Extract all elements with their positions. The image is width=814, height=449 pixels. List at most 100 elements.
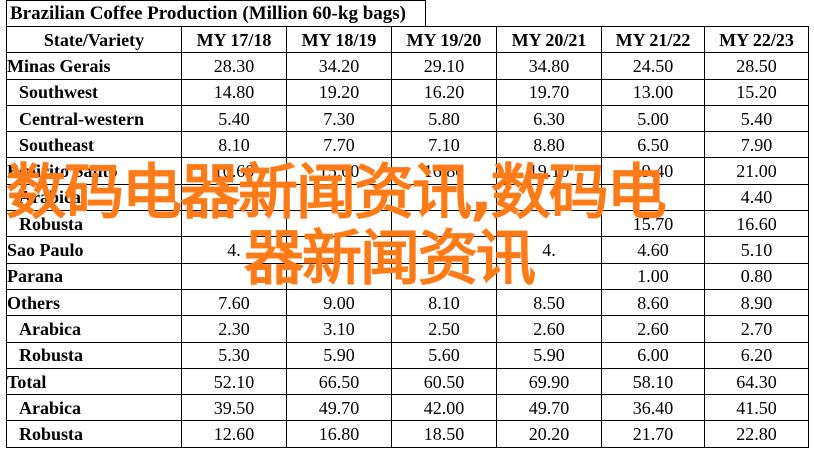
value-cell: 5.10 [704, 236, 809, 264]
value-cell: 21.70 [601, 420, 705, 448]
value-cell: 13.00 [601, 78, 705, 106]
value-cell [391, 262, 497, 290]
sub-row-label: Southeast [6, 131, 182, 159]
table-row: Arabica 2.30 3.10 2.50 2.60 2.60 2.70 [6, 315, 809, 343]
value-cell: 14.80 [181, 78, 287, 106]
column-header: MY 19/20 [391, 25, 497, 54]
value-cell: 6.30 [496, 104, 602, 133]
value-cell: 3.10 [286, 315, 392, 343]
value-cell: 18.50 [391, 420, 497, 448]
table-row: Arabica 4.40 [6, 183, 809, 212]
value-cell: 8.60 [601, 288, 705, 317]
value-cell [181, 183, 287, 212]
value-cell: 16.80 [286, 420, 392, 448]
value-cell: 42.00 [391, 394, 497, 422]
value-cell [391, 183, 497, 212]
table-row: Others 7.60 9.00 8.10 8.50 8.60 8.90 [6, 288, 809, 317]
sub-row-label: Robusta [6, 341, 182, 369]
sub-row-label: Arabica [6, 315, 182, 343]
value-cell: 2.60 [496, 315, 602, 343]
value-cell: 58.10 [601, 367, 705, 396]
value-cell: 5.40 [181, 104, 287, 133]
value-cell: 7.60 [181, 288, 287, 317]
value-cell: 0.80 [704, 262, 809, 290]
table-row: Sao Paulo 4. 4. 4.60 5.10 [6, 236, 809, 264]
value-cell: 12.60 [181, 420, 287, 448]
value-cell [286, 210, 392, 238]
table-row: Arabica 39.50 49.70 42.00 49.70 36.40 41.50 [6, 394, 809, 422]
row-label: Others [6, 288, 182, 317]
value-cell: 4.60 [601, 236, 705, 264]
value-cell: 49.70 [496, 394, 602, 422]
value-cell: 2.70 [704, 315, 809, 343]
column-header: MY 20/21 [496, 25, 602, 54]
value-cell: 5.30 [181, 341, 287, 369]
table-row: Robusta 12.60 16.80 18.50 20.20 21.70 22.80 [6, 420, 809, 448]
value-cell: 6.00 [601, 341, 705, 369]
value-cell: 4. [181, 236, 287, 264]
table-row: Robusta 15.70 16.60 [6, 210, 809, 238]
sub-row-label: Southwest [6, 78, 182, 106]
value-cell: 28.50 [704, 52, 809, 80]
value-cell: 8.90 [704, 288, 809, 317]
value-cell: 28.30 [181, 52, 287, 80]
value-cell: 16.80 [391, 157, 497, 185]
row-label: Sao Paulo [6, 236, 182, 264]
value-cell: 22.80 [704, 420, 809, 448]
table-body: Minas Gerais 28.30 34.20 29.10 34.80 24.50 28.… [6, 52, 809, 448]
value-cell: 52.10 [181, 367, 287, 396]
value-cell [496, 183, 602, 212]
value-cell [391, 236, 497, 264]
row-label: Total [6, 367, 182, 396]
value-cell: 66.50 [286, 367, 392, 396]
value-cell: 21.00 [704, 157, 809, 185]
sub-row-label: Robusta [6, 210, 182, 238]
value-cell: 19.40 [601, 157, 705, 185]
value-cell [391, 210, 497, 238]
value-cell: 1.00 [601, 262, 705, 290]
column-header: State/Variety [6, 25, 182, 54]
value-cell [286, 236, 392, 264]
value-cell: 64.30 [704, 367, 809, 396]
value-cell [496, 210, 602, 238]
value-cell: 4.40 [704, 183, 809, 212]
value-cell: 7.10 [391, 131, 497, 159]
value-cell: 16.20 [391, 78, 497, 106]
table-row: Southeast 8.10 7.70 7.10 8.80 6.50 7.90 [6, 131, 809, 159]
value-cell: 2.50 [391, 315, 497, 343]
row-label: Parana [6, 262, 182, 290]
value-cell: 9.00 [286, 288, 392, 317]
row-label: Minas Gerais [6, 52, 182, 80]
value-cell: 4. [496, 236, 602, 264]
sub-row-label: Robusta [6, 420, 182, 448]
sub-row-label: Central-western [6, 104, 182, 133]
row-label: Espirito Santo [6, 157, 182, 185]
value-cell [181, 210, 287, 238]
value-cell: 5.60 [391, 341, 497, 369]
value-cell: 7.30 [286, 104, 392, 133]
value-cell: 19.10 [496, 157, 602, 185]
value-cell: 20.20 [496, 420, 602, 448]
table-row: Total 52.10 66.50 60.50 69.90 58.10 64.30 [6, 367, 809, 396]
value-cell: 60.50 [391, 367, 497, 396]
value-cell: 15.60 [286, 157, 392, 185]
value-cell: 2.30 [181, 315, 287, 343]
value-cell: 5.80 [391, 104, 497, 133]
column-header: MY 17/18 [181, 25, 287, 54]
value-cell: 5.00 [601, 104, 705, 133]
table-row: Central-western 5.40 7.30 5.80 6.30 5.00 5.40 [6, 104, 809, 133]
value-cell [286, 183, 392, 212]
value-cell: 15.70 [601, 210, 705, 238]
value-cell: 10.60 [181, 157, 287, 185]
value-cell: 34.80 [496, 52, 602, 80]
value-cell: 8.10 [391, 288, 497, 317]
value-cell: 7.70 [286, 131, 392, 159]
value-cell [601, 183, 705, 212]
value-cell: 69.90 [496, 367, 602, 396]
value-cell [496, 262, 602, 290]
table-row: Espirito Santo 10.60 15.60 16.80 19.10 19.40 2… [6, 157, 809, 185]
table-row: Parana 1.00 0.80 [6, 262, 809, 290]
value-cell: 41.50 [704, 394, 809, 422]
value-cell: 16.60 [704, 210, 809, 238]
value-cell: 19.20 [286, 78, 392, 106]
